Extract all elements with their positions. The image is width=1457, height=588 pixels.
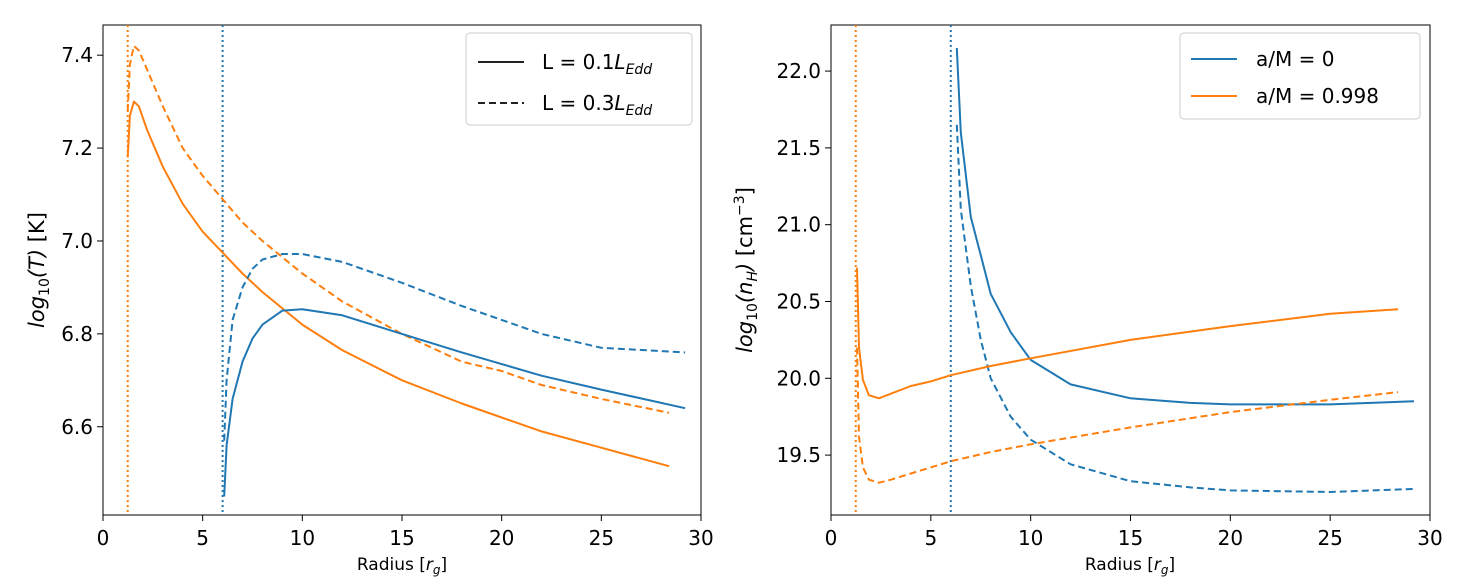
left-y-axis-label: log10(T) [K] (25, 212, 53, 328)
right-x-axis-label: Radius [rg] (1085, 555, 1175, 577)
left-series-line-2 (223, 308, 686, 497)
left-legend: L = 0.1LEdd L = 0.3LEdd (465, 32, 693, 126)
left-series-line-0 (126, 100, 670, 468)
right-series-line-1 (955, 124, 1415, 493)
right-y-tick-label-4: 21.5 (776, 136, 821, 160)
left-x-axis-label: Radius [rg] (357, 555, 447, 577)
right-legend-label-1: a/M = 0.998 (1256, 84, 1379, 108)
left-y-tick-label-2: 7.0 (61, 229, 93, 253)
right-y-axis-label: log10(nH) [cm−3] (732, 187, 761, 353)
right-panel: 0 5 10 15 20 25 30 19.5 20.0 20.5 21.0 21.5 22.0 Ra… (732, 24, 1443, 577)
right-x-tick-label-6: 30 (1417, 526, 1442, 550)
right-x-tick-label-3: 15 (1118, 526, 1143, 550)
left-x-tick-label-5: 25 (589, 526, 614, 550)
left-legend-label-solid: L = 0.1LEdd (542, 50, 652, 78)
left-x-tick-label-6: 30 (688, 526, 713, 550)
right-y-tick-label-0: 19.5 (776, 443, 821, 467)
right-legend-box (1179, 32, 1421, 120)
left-y-tick-label-1: 6.8 (61, 322, 93, 346)
right-x-tick-label-2: 10 (1018, 526, 1043, 550)
left-y-tick-label-3: 7.2 (61, 136, 93, 160)
right-series-line-2 (856, 267, 1399, 400)
right-x-tick-label-1: 5 (924, 526, 937, 550)
right-series-line-3 (856, 347, 1399, 484)
left-x-tick-label-0: 0 (97, 526, 110, 550)
right-legend-label-0: a/M = 0 (1256, 47, 1334, 71)
right-y-tick-label-1: 20.0 (776, 366, 821, 390)
right-y-tick-label-2: 20.5 (776, 289, 821, 313)
left-y-tick-label-0: 6.6 (61, 415, 93, 439)
right-x-tick-label-4: 20 (1218, 526, 1243, 550)
right-y-tick-label-5: 22.0 (776, 59, 821, 83)
left-y-tick-label-4: 7.4 (61, 43, 93, 67)
right-series-line-0 (955, 47, 1415, 406)
left-x-tick-label-1: 5 (196, 526, 209, 550)
right-y-tick-label-3: 21.0 (776, 213, 821, 237)
right-x-tick-label-5: 25 (1317, 526, 1342, 550)
right-legend: a/M = 0 a/M = 0.998 (1179, 32, 1421, 120)
left-x-tick-label-3: 15 (389, 526, 414, 550)
right-x-tick-label-0: 0 (825, 526, 838, 550)
left-x-tick-label-4: 20 (489, 526, 514, 550)
left-x-tick-label-2: 10 (290, 526, 315, 550)
left-panel: 0 5 10 15 20 25 30 6.6 6.8 7.0 7.2 7.4 Radius [rg]… (25, 24, 714, 577)
left-series-line-3 (223, 253, 686, 441)
left-series-line-1 (126, 44, 670, 414)
left-legend-label-dashed: L = 0.3LEdd (542, 91, 652, 119)
